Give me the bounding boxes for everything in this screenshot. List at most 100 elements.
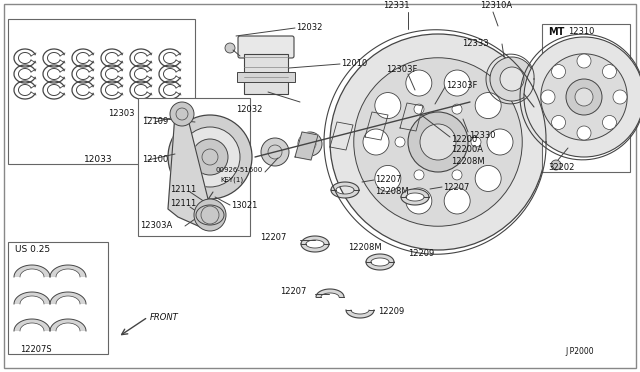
Polygon shape bbox=[330, 122, 353, 150]
Text: 12033: 12033 bbox=[84, 155, 112, 164]
Circle shape bbox=[541, 54, 627, 140]
Text: US 0.25: US 0.25 bbox=[15, 246, 50, 254]
Text: 12207: 12207 bbox=[260, 232, 286, 241]
Text: 12331: 12331 bbox=[383, 1, 410, 10]
Circle shape bbox=[395, 137, 405, 147]
Circle shape bbox=[452, 104, 462, 114]
Text: 12208M: 12208M bbox=[348, 243, 381, 251]
Circle shape bbox=[368, 114, 392, 138]
FancyBboxPatch shape bbox=[8, 19, 195, 164]
Circle shape bbox=[575, 88, 593, 106]
Circle shape bbox=[406, 70, 432, 96]
Text: 00926-51600: 00926-51600 bbox=[215, 167, 262, 173]
Polygon shape bbox=[365, 112, 388, 140]
FancyBboxPatch shape bbox=[8, 242, 108, 354]
Circle shape bbox=[541, 90, 555, 104]
Polygon shape bbox=[366, 254, 394, 262]
Text: 12200A: 12200A bbox=[451, 145, 483, 154]
Polygon shape bbox=[168, 107, 220, 229]
Circle shape bbox=[406, 188, 432, 214]
Circle shape bbox=[471, 137, 481, 147]
Circle shape bbox=[475, 93, 501, 119]
Text: 12200: 12200 bbox=[451, 135, 477, 144]
FancyBboxPatch shape bbox=[244, 54, 288, 94]
Text: 12208M: 12208M bbox=[375, 187, 408, 196]
Circle shape bbox=[194, 199, 226, 231]
Text: J P2000: J P2000 bbox=[566, 347, 595, 356]
Circle shape bbox=[475, 166, 501, 192]
Circle shape bbox=[375, 166, 401, 192]
Text: 12010: 12010 bbox=[341, 60, 367, 68]
Circle shape bbox=[524, 37, 640, 157]
Text: FRONT: FRONT bbox=[150, 312, 179, 321]
Circle shape bbox=[490, 57, 534, 101]
Text: 12209: 12209 bbox=[408, 250, 435, 259]
Circle shape bbox=[444, 188, 470, 214]
Text: 13021: 13021 bbox=[231, 201, 257, 209]
FancyBboxPatch shape bbox=[542, 24, 630, 172]
Text: 12209: 12209 bbox=[378, 308, 404, 317]
Circle shape bbox=[331, 120, 359, 148]
Polygon shape bbox=[400, 103, 423, 131]
Text: 12303F: 12303F bbox=[386, 65, 417, 74]
Polygon shape bbox=[301, 236, 329, 244]
Circle shape bbox=[613, 90, 627, 104]
Text: KEY(1): KEY(1) bbox=[220, 177, 243, 183]
Circle shape bbox=[363, 129, 389, 155]
Text: 12032: 12032 bbox=[236, 106, 262, 115]
Text: 12100: 12100 bbox=[142, 155, 168, 164]
Text: 12310: 12310 bbox=[568, 28, 595, 36]
Polygon shape bbox=[295, 132, 318, 160]
Text: 12330: 12330 bbox=[469, 131, 495, 140]
Circle shape bbox=[552, 65, 566, 78]
Circle shape bbox=[261, 138, 289, 166]
Circle shape bbox=[438, 98, 462, 122]
Text: 12032: 12032 bbox=[296, 23, 323, 32]
Text: 12207: 12207 bbox=[443, 183, 469, 192]
Circle shape bbox=[408, 112, 468, 172]
Circle shape bbox=[602, 115, 616, 129]
FancyBboxPatch shape bbox=[238, 36, 294, 58]
Circle shape bbox=[414, 104, 424, 114]
Polygon shape bbox=[50, 292, 86, 304]
Polygon shape bbox=[14, 265, 50, 277]
Text: 12208M: 12208M bbox=[451, 157, 484, 166]
Circle shape bbox=[414, 170, 424, 180]
Circle shape bbox=[375, 93, 401, 119]
Circle shape bbox=[577, 126, 591, 140]
Polygon shape bbox=[366, 262, 394, 270]
Circle shape bbox=[566, 79, 602, 115]
Circle shape bbox=[551, 160, 561, 170]
Text: 12109: 12109 bbox=[142, 118, 168, 126]
Text: 12207: 12207 bbox=[375, 176, 401, 185]
Text: 12111: 12111 bbox=[170, 185, 196, 193]
Circle shape bbox=[170, 102, 194, 126]
Circle shape bbox=[298, 132, 322, 156]
Text: 12207: 12207 bbox=[280, 288, 307, 296]
FancyBboxPatch shape bbox=[237, 72, 295, 82]
Circle shape bbox=[401, 104, 429, 132]
Text: MT: MT bbox=[548, 27, 564, 37]
Text: 12303F: 12303F bbox=[446, 80, 477, 90]
Polygon shape bbox=[331, 182, 359, 190]
Circle shape bbox=[180, 127, 240, 187]
Circle shape bbox=[577, 54, 591, 68]
Polygon shape bbox=[50, 265, 86, 277]
Circle shape bbox=[354, 58, 522, 226]
Polygon shape bbox=[331, 190, 359, 198]
Text: 12207S: 12207S bbox=[20, 346, 52, 355]
Polygon shape bbox=[14, 319, 50, 331]
FancyBboxPatch shape bbox=[4, 4, 636, 368]
Polygon shape bbox=[301, 244, 329, 252]
Polygon shape bbox=[401, 197, 429, 205]
Text: 12111: 12111 bbox=[170, 199, 196, 208]
Circle shape bbox=[330, 34, 546, 250]
Text: 12333: 12333 bbox=[462, 39, 488, 48]
Circle shape bbox=[500, 67, 524, 91]
Text: 12303: 12303 bbox=[108, 109, 134, 119]
Text: 12310A: 12310A bbox=[480, 1, 512, 10]
Circle shape bbox=[444, 70, 470, 96]
Circle shape bbox=[552, 115, 566, 129]
Circle shape bbox=[602, 65, 616, 78]
Circle shape bbox=[420, 124, 456, 160]
